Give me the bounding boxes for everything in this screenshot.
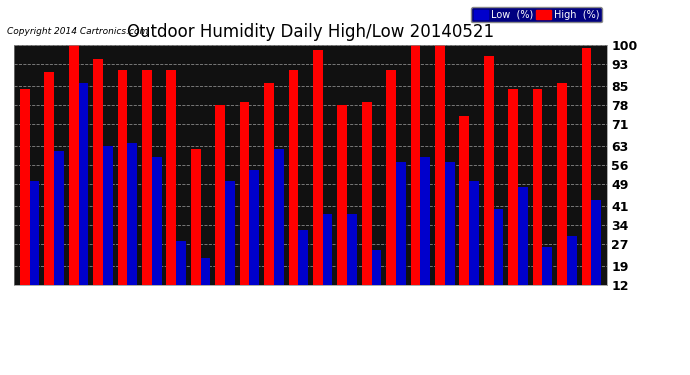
Bar (386, 69, 396, 318)
Bar (542, 247, 552, 318)
Bar (509, 88, 518, 318)
Bar (557, 83, 567, 318)
Bar (313, 51, 323, 318)
Bar (396, 162, 406, 318)
Bar (152, 157, 161, 318)
Bar (533, 88, 542, 318)
Bar (484, 56, 493, 318)
Bar (44, 72, 54, 318)
Bar (225, 182, 235, 318)
Bar (103, 146, 112, 318)
Bar (117, 69, 128, 318)
Bar (298, 231, 308, 318)
Bar (69, 45, 79, 318)
Bar (445, 162, 455, 318)
Bar (469, 182, 479, 318)
Bar (166, 69, 176, 318)
Bar (347, 214, 357, 318)
Bar (191, 148, 201, 318)
Bar (79, 83, 88, 318)
Bar (250, 171, 259, 318)
Bar (371, 249, 382, 318)
Bar (142, 69, 152, 318)
Bar (323, 214, 333, 318)
Bar (567, 236, 577, 318)
Bar (201, 258, 210, 318)
Bar (337, 105, 347, 318)
Bar (30, 182, 39, 318)
Bar (460, 116, 469, 318)
Bar (128, 143, 137, 318)
Bar (591, 201, 601, 318)
Bar (176, 242, 186, 318)
Title: Outdoor Humidity Daily High/Low 20140521: Outdoor Humidity Daily High/Low 20140521 (127, 22, 494, 40)
Bar (411, 45, 420, 318)
Bar (239, 102, 250, 318)
Bar (54, 152, 64, 318)
Bar (274, 148, 284, 318)
Bar (582, 48, 591, 318)
Text: Copyright 2014 Cartronics.com: Copyright 2014 Cartronics.com (7, 27, 148, 36)
Bar (362, 102, 371, 318)
Bar (20, 88, 30, 318)
Bar (93, 58, 103, 318)
Bar (420, 157, 430, 318)
Bar (518, 187, 528, 318)
Bar (288, 69, 298, 318)
Bar (215, 105, 225, 318)
Legend: Low  (%), High  (%): Low (%), High (%) (471, 7, 602, 22)
Bar (493, 209, 504, 318)
Bar (435, 45, 445, 318)
Bar (264, 83, 274, 318)
